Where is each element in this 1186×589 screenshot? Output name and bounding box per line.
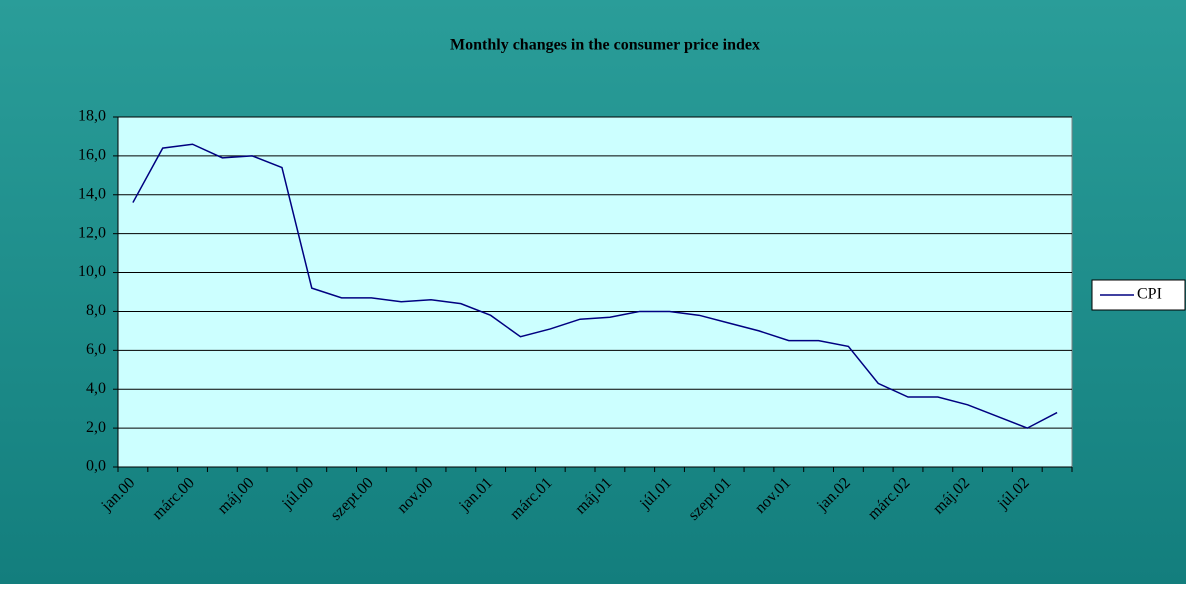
- legend-label: CPI: [1137, 286, 1162, 303]
- y-tick-label: 2,0: [86, 419, 106, 436]
- y-tick-label: 10,0: [78, 263, 106, 280]
- series-line: [132, 143, 1058, 429]
- y-tick-label: 18,0: [78, 108, 106, 125]
- y-tick-label: 0,0: [86, 458, 106, 475]
- plot-area: [117, 116, 1073, 468]
- y-tick-label: 8,0: [86, 302, 106, 319]
- y-tick-label: 4,0: [86, 380, 106, 397]
- y-tick-label: 14,0: [78, 185, 106, 202]
- chart-title: Monthly changes in the consumer price in…: [450, 37, 760, 54]
- y-tick-label: 6,0: [86, 341, 106, 358]
- y-tick-label: 12,0: [78, 224, 106, 241]
- y-tick-label: 16,0: [78, 147, 106, 164]
